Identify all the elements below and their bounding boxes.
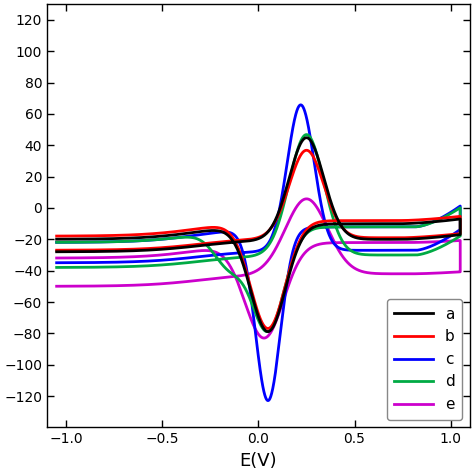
d <box>358 251 364 257</box>
a <box>54 237 59 242</box>
a <box>241 238 247 244</box>
a <box>358 236 364 241</box>
c <box>54 239 59 245</box>
b <box>250 236 255 242</box>
b <box>60 233 66 239</box>
c <box>54 260 59 265</box>
e <box>241 272 247 278</box>
b <box>416 234 421 240</box>
a <box>246 238 251 244</box>
c <box>298 102 304 108</box>
a <box>250 237 255 243</box>
d <box>54 239 59 245</box>
e <box>250 270 255 275</box>
d <box>304 132 310 137</box>
e <box>358 268 364 274</box>
X-axis label: E(V): E(V) <box>240 452 277 470</box>
c <box>416 247 421 253</box>
c <box>246 249 251 255</box>
Legend: a, b, c, d, e: a, b, c, d, e <box>387 299 462 420</box>
c <box>250 249 255 255</box>
d <box>416 252 421 257</box>
a <box>54 249 59 255</box>
e <box>246 271 251 277</box>
b <box>54 247 59 253</box>
a <box>60 237 66 242</box>
d <box>54 264 59 270</box>
e <box>60 255 66 261</box>
e <box>304 196 310 202</box>
e <box>261 335 267 341</box>
Line: c: c <box>56 105 460 401</box>
b <box>358 234 364 240</box>
b <box>265 326 271 331</box>
c <box>358 247 364 253</box>
d <box>241 254 247 260</box>
c <box>265 398 271 403</box>
Line: d: d <box>56 135 460 332</box>
Line: b: b <box>56 150 460 328</box>
a <box>265 329 271 335</box>
c <box>241 250 247 255</box>
b <box>54 233 59 239</box>
Line: a: a <box>56 138 460 332</box>
d <box>60 239 66 245</box>
d <box>246 254 251 259</box>
d <box>264 329 270 335</box>
b <box>241 237 247 243</box>
a <box>416 236 421 241</box>
e <box>416 271 421 276</box>
b <box>304 147 310 153</box>
d <box>250 253 255 259</box>
Line: e: e <box>56 199 460 338</box>
e <box>54 283 59 289</box>
b <box>246 237 251 242</box>
c <box>60 239 66 245</box>
a <box>304 135 310 141</box>
e <box>54 255 59 261</box>
